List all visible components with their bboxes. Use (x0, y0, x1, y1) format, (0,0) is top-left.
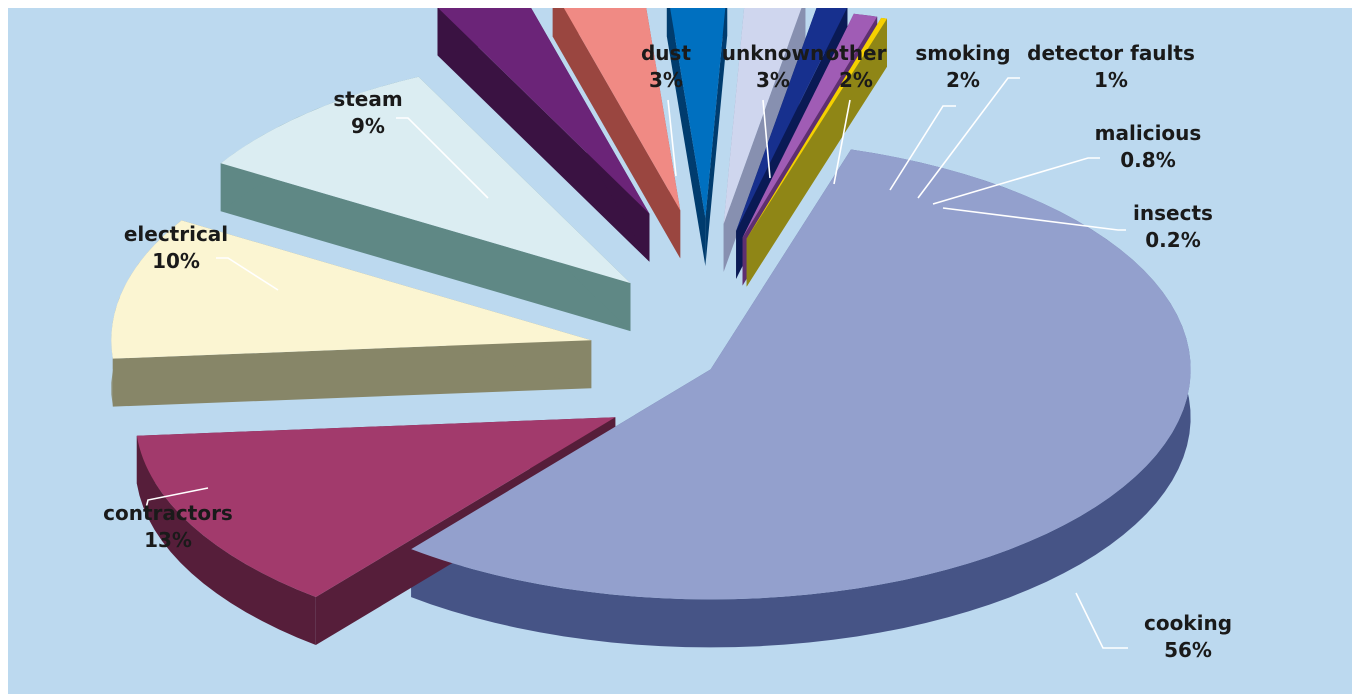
slice-label-insects: insects (1133, 201, 1213, 225)
leader-line-smoking (889, 105, 956, 191)
slice-value-malicious: 0.8% (1120, 148, 1175, 172)
slice-smoking (723, 8, 802, 224)
slice-label-unknown: unknown (722, 41, 824, 65)
leader-line-insects (942, 207, 1126, 231)
slice-value-cooking: 56% (1164, 638, 1212, 662)
slice-value-smoking: 2% (946, 68, 980, 92)
leader-line-detector-faults (917, 77, 1020, 199)
slice-value-insects: 0.2% (1145, 228, 1200, 252)
slice-value-contractors: 13% (144, 528, 192, 552)
slice-electrical (111, 220, 592, 359)
slice-label-malicious: malicious (1095, 121, 1202, 145)
slice-label-contractors: contractors (103, 501, 233, 525)
slice-side-unknown-start (552, 8, 681, 259)
leader-line-electrical (216, 257, 279, 291)
leader-line-dust (667, 99, 677, 177)
slice-detector-faults (736, 8, 847, 231)
slice-side-smoking-end (723, 8, 806, 272)
slice-label-other: other (826, 41, 887, 65)
slice-rim-cooking (411, 149, 1191, 648)
leader-line-contractors (145, 487, 209, 509)
slice-side-electrical-start (112, 340, 592, 407)
slice-side-other-end (705, 8, 728, 267)
leader-line-cooking (1075, 592, 1128, 649)
slice-malicious (742, 13, 878, 238)
slice-value-dust: 3% (649, 68, 683, 92)
slice-value-electrical: 10% (152, 249, 200, 273)
pie-chart: cooking 56% contractors 13% electrical 10% ste… (103, 8, 1232, 662)
slice-side-other-start (666, 8, 706, 267)
leader-line-unknown (762, 99, 771, 179)
slice-label-smoking: smoking (915, 41, 1010, 65)
slice-value-unknown: 3% (756, 68, 790, 92)
slice-rim-insects (881, 17, 887, 67)
slice-value-detector-faults: 1% (1094, 68, 1128, 92)
slice-steam (220, 76, 631, 284)
slice-unknown (563, 8, 681, 211)
slice-other (670, 8, 726, 219)
slice-side-steam-start (220, 163, 631, 332)
slice-label-electrical: electrical (124, 222, 228, 246)
slice-value-other: 2% (839, 68, 873, 92)
chart-area: cooking 56% contractors 13% electrical 10% ste… (8, 8, 1352, 694)
slice-side-dust-start (437, 8, 650, 262)
leader-line-steam (396, 117, 489, 199)
leader-line-other (833, 99, 851, 185)
slice-dust (438, 8, 650, 214)
slice-insects (746, 17, 887, 239)
slice-side-insects-end (746, 18, 887, 287)
slice-label-steam: steam (333, 87, 402, 111)
slice-label-cooking: cooking (1144, 611, 1232, 635)
slice-label-dust: dust (641, 41, 691, 65)
slice-cooking (411, 149, 1191, 600)
slice-label-detector-faults: detector faults (1027, 41, 1195, 65)
slice-value-steam: 9% (351, 114, 385, 138)
slice-contractors (136, 417, 616, 598)
slice-rim-contractors (136, 435, 316, 646)
leader-line-malicious (932, 157, 1100, 205)
